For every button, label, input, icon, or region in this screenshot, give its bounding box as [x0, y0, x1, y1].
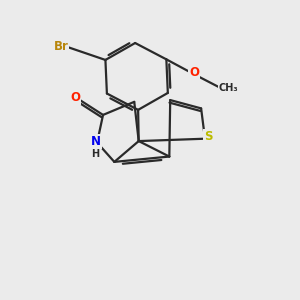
- Text: S: S: [204, 130, 212, 143]
- Text: O: O: [189, 66, 199, 79]
- Text: CH₃: CH₃: [219, 82, 239, 93]
- Text: O: O: [70, 91, 80, 104]
- Text: N: N: [91, 135, 100, 148]
- Text: Br: Br: [53, 40, 68, 53]
- Text: H: H: [92, 149, 100, 160]
